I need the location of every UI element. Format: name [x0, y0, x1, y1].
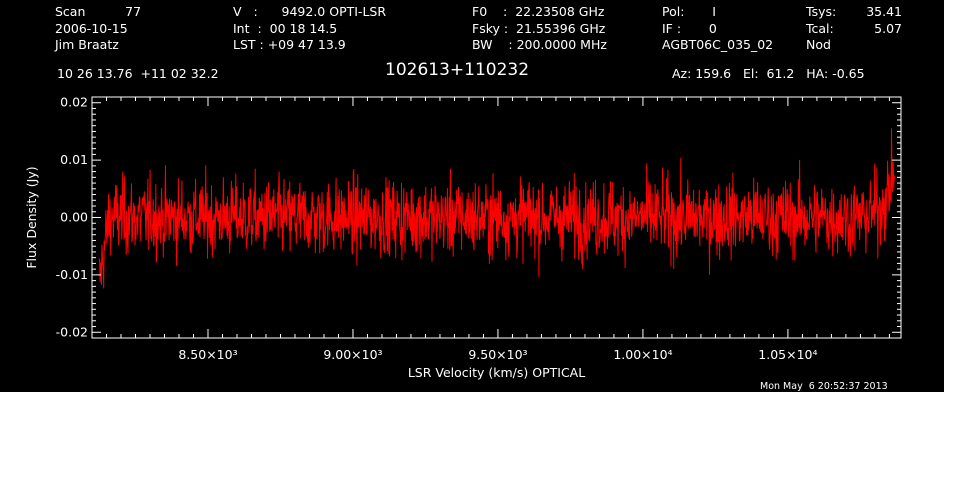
y-tick-label: 0.00 [60, 210, 88, 225]
header-tsys-label: Tsys: [806, 4, 837, 19]
header-az-el-ha: Az: 159.6 El: 61.2 HA: -0.65 [672, 66, 865, 81]
header-coordinates: 10 26 13.76 +11 02 32.2 [57, 66, 219, 81]
x-axis-label: LSR Velocity (km/s) OPTICAL [408, 365, 585, 380]
x-tick-label: 1.00×10⁴ [613, 347, 672, 362]
header-source-name: 102613+110232 [385, 60, 530, 80]
y-tick-label: 0.01 [60, 152, 88, 167]
header-bw: BW : 200.0000 MHz [472, 37, 607, 52]
x-tick-label: 8.50×10³ [178, 347, 237, 362]
header-date: 2006-10-15 [55, 21, 128, 36]
header-observer: Jim Braatz [55, 37, 119, 52]
spectrum-trace [98, 128, 896, 289]
header-tsys-value: 35.41 [866, 4, 902, 19]
spectrum-chart: 8.50×10³ 9.00×10³ 9.50×10³ 1.00×10⁴ 1.05×10⁴… [24, 95, 902, 380]
header-integration: Int : 00 18 14.5 [233, 21, 338, 36]
x-tick-label: 9.50×10³ [468, 347, 527, 362]
header-project: AGBT06C_035_02 [662, 37, 774, 52]
header-scan: Scan 77 [55, 4, 142, 19]
header-fsky: Fsky : 21.55396 GHz [472, 21, 606, 36]
header-f0: F0 : 22.23508 GHz [472, 4, 605, 19]
header-if: IF : 0 [662, 21, 717, 36]
y-tick-label: -0.02 [56, 324, 88, 339]
header-tcal-value: 5.07 [874, 21, 902, 36]
plot-panel: Scan 77 2006-10-15 Jim Braatz V : 9492.0… [0, 0, 944, 392]
header-lst: LST : +09 47 13.9 [233, 37, 346, 52]
x-tick-label: 1.05×10⁴ [758, 347, 817, 362]
y-tick-label: 0.02 [60, 95, 88, 110]
header-procedure: Nod [806, 37, 831, 52]
header-tcal-label: Tcal: [806, 21, 834, 36]
x-tick-label: 9.00×10³ [323, 347, 382, 362]
y-axis-label: Flux Density (Jy) [24, 166, 39, 268]
plot-timestamp: Mon May 6 20:52:37 2013 [760, 381, 888, 392]
y-tick-label: -0.01 [56, 267, 88, 282]
header-pol: Pol: I [662, 4, 716, 19]
header-velocity: V : 9492.0 OPTI-LSR [233, 4, 387, 19]
